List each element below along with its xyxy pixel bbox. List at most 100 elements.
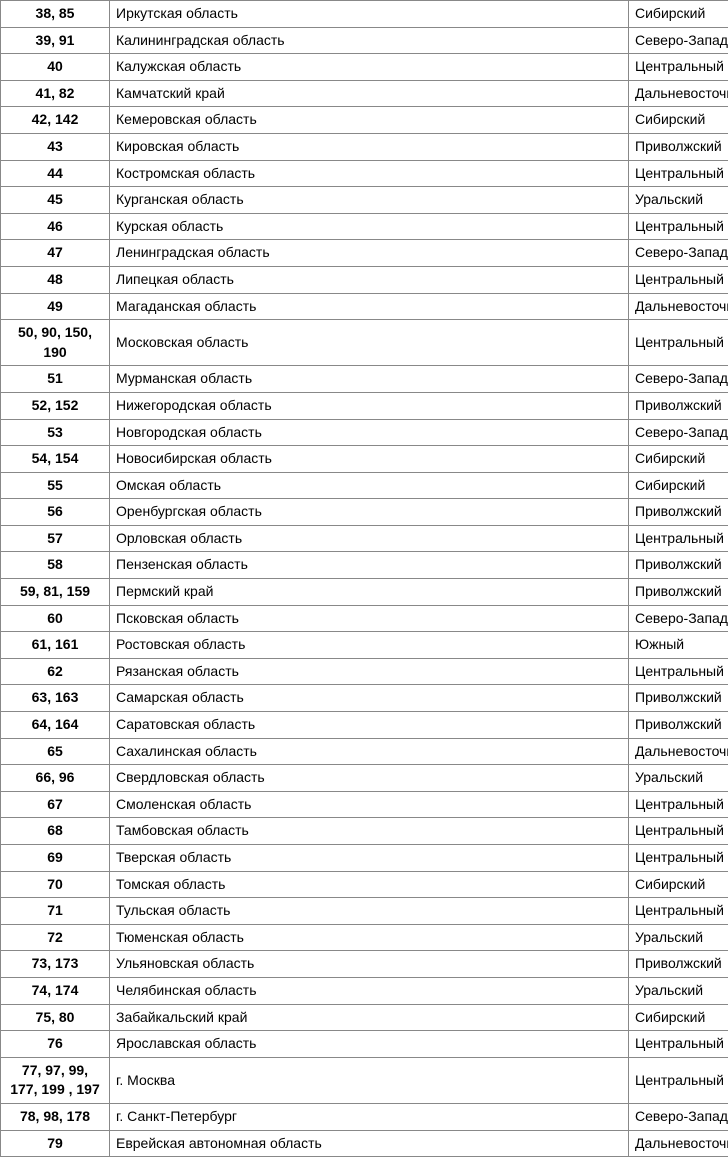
code-cell: 51: [1, 366, 110, 393]
region-cell: Тульская область: [110, 898, 629, 925]
code-cell: 38, 85: [1, 1, 110, 28]
region-cell: Сахалинская область: [110, 738, 629, 765]
district-cell: Центральный: [629, 266, 728, 293]
region-cell: Ульяновская область: [110, 951, 629, 978]
code-cell: 69: [1, 845, 110, 872]
region-cell: Новосибирская область: [110, 446, 629, 473]
table-row: 74, 174Челябинская областьУральский: [1, 977, 728, 1004]
region-cell: Оренбургская область: [110, 499, 629, 526]
table-row: 66, 96Свердловская областьУральский: [1, 765, 728, 792]
region-cell: Томская область: [110, 871, 629, 898]
code-cell: 39, 91: [1, 27, 110, 54]
table-row: 55Омская областьСибирский: [1, 472, 728, 499]
region-cell: Рязанская область: [110, 658, 629, 685]
district-cell: Уральский: [629, 187, 728, 214]
district-cell: Приволжский: [629, 552, 728, 579]
table-row: 71Тульская областьЦентральный: [1, 898, 728, 925]
district-cell: Северо-Западный: [629, 366, 728, 393]
code-cell: 63, 163: [1, 685, 110, 712]
table-row: 45Курганская областьУральский: [1, 187, 728, 214]
table-row: 42, 142Кемеровская областьСибирский: [1, 107, 728, 134]
code-cell: 44: [1, 160, 110, 187]
code-cell: 50, 90, 150, 190: [1, 320, 110, 366]
table-row: 56Оренбургская областьПриволжский: [1, 499, 728, 526]
code-cell: 60: [1, 605, 110, 632]
region-cell: Смоленская область: [110, 791, 629, 818]
district-cell: Северо-Западный: [629, 419, 728, 446]
district-cell: Приволжский: [629, 685, 728, 712]
code-cell: 67: [1, 791, 110, 818]
code-cell: 59, 81, 159: [1, 579, 110, 606]
table-row: 54, 154Новосибирская областьСибирский: [1, 446, 728, 473]
table-row: 46Курская областьЦентральный: [1, 213, 728, 240]
code-cell: 74, 174: [1, 977, 110, 1004]
code-cell: 64, 164: [1, 712, 110, 739]
table-row: 51Мурманская областьСеверо-Западный: [1, 366, 728, 393]
region-cell: Камчатский край: [110, 80, 629, 107]
district-cell: Центральный: [629, 845, 728, 872]
table-row: 53Новгородская областьСеверо-Западный: [1, 419, 728, 446]
table-row: 78, 98, 178г. Санкт-ПетербургСеверо-Запа…: [1, 1103, 728, 1130]
district-cell: Центральный: [629, 1057, 728, 1103]
code-cell: 65: [1, 738, 110, 765]
code-cell: 62: [1, 658, 110, 685]
region-cell: Омская область: [110, 472, 629, 499]
district-cell: Центральный: [629, 658, 728, 685]
district-cell: Сибирский: [629, 871, 728, 898]
table-row: 57Орловская областьЦентральный: [1, 525, 728, 552]
code-cell: 47: [1, 240, 110, 267]
region-cell: Тамбовская область: [110, 818, 629, 845]
region-cell: Еврейская автономная область: [110, 1130, 629, 1157]
code-cell: 71: [1, 898, 110, 925]
district-cell: Южный: [629, 632, 728, 659]
district-cell: Центральный: [629, 320, 728, 366]
table-row: 52, 152Нижегородская областьПриволжский: [1, 392, 728, 419]
region-cell: г. Москва: [110, 1057, 629, 1103]
table-row: 58Пензенская областьПриволжский: [1, 552, 728, 579]
district-cell: Центральный: [629, 818, 728, 845]
table-row: 59, 81, 159Пермский крайПриволжский: [1, 579, 728, 606]
code-cell: 42, 142: [1, 107, 110, 134]
table-row: 48Липецкая областьЦентральный: [1, 266, 728, 293]
code-cell: 46: [1, 213, 110, 240]
table-row: 63, 163Самарская областьПриволжский: [1, 685, 728, 712]
region-cell: Псковская область: [110, 605, 629, 632]
table-row: 79Еврейская автономная областьДальневост…: [1, 1130, 728, 1157]
code-cell: 68: [1, 818, 110, 845]
district-cell: Сибирский: [629, 1004, 728, 1031]
code-cell: 58: [1, 552, 110, 579]
district-cell: Сибирский: [629, 472, 728, 499]
district-cell: Приволжский: [629, 712, 728, 739]
region-cell: г. Санкт-Петербург: [110, 1103, 629, 1130]
district-cell: Центральный: [629, 525, 728, 552]
code-cell: 53: [1, 419, 110, 446]
district-cell: Уральский: [629, 977, 728, 1004]
district-cell: Дальневосточный: [629, 293, 728, 320]
region-cell: Нижегородская область: [110, 392, 629, 419]
table-row: 62Рязанская областьЦентральный: [1, 658, 728, 685]
code-cell: 73, 173: [1, 951, 110, 978]
table-row: 60Псковская областьСеверо-Западный: [1, 605, 728, 632]
code-cell: 45: [1, 187, 110, 214]
region-cell: Ленинградская область: [110, 240, 629, 267]
region-cell: Свердловская область: [110, 765, 629, 792]
table-row: 75, 80Забайкальский крайСибирский: [1, 1004, 728, 1031]
table-row: 47Ленинградская областьСеверо-Западный: [1, 240, 728, 267]
district-cell: Центральный: [629, 791, 728, 818]
region-cell: Ярославская область: [110, 1031, 629, 1058]
region-cell: Новгородская область: [110, 419, 629, 446]
code-cell: 75, 80: [1, 1004, 110, 1031]
regions-table: 38, 85Иркутская областьСибирский39, 91Ка…: [0, 0, 728, 1157]
code-cell: 55: [1, 472, 110, 499]
code-cell: 76: [1, 1031, 110, 1058]
code-cell: 54, 154: [1, 446, 110, 473]
region-cell: Челябинская область: [110, 977, 629, 1004]
region-cell: Орловская область: [110, 525, 629, 552]
district-cell: Приволжский: [629, 133, 728, 160]
district-cell: Дальневосточный: [629, 1130, 728, 1157]
table-row: 65Сахалинская областьДальневосточный: [1, 738, 728, 765]
code-cell: 61, 161: [1, 632, 110, 659]
code-cell: 70: [1, 871, 110, 898]
table-row: 73, 173Ульяновская областьПриволжский: [1, 951, 728, 978]
region-cell: Пермский край: [110, 579, 629, 606]
